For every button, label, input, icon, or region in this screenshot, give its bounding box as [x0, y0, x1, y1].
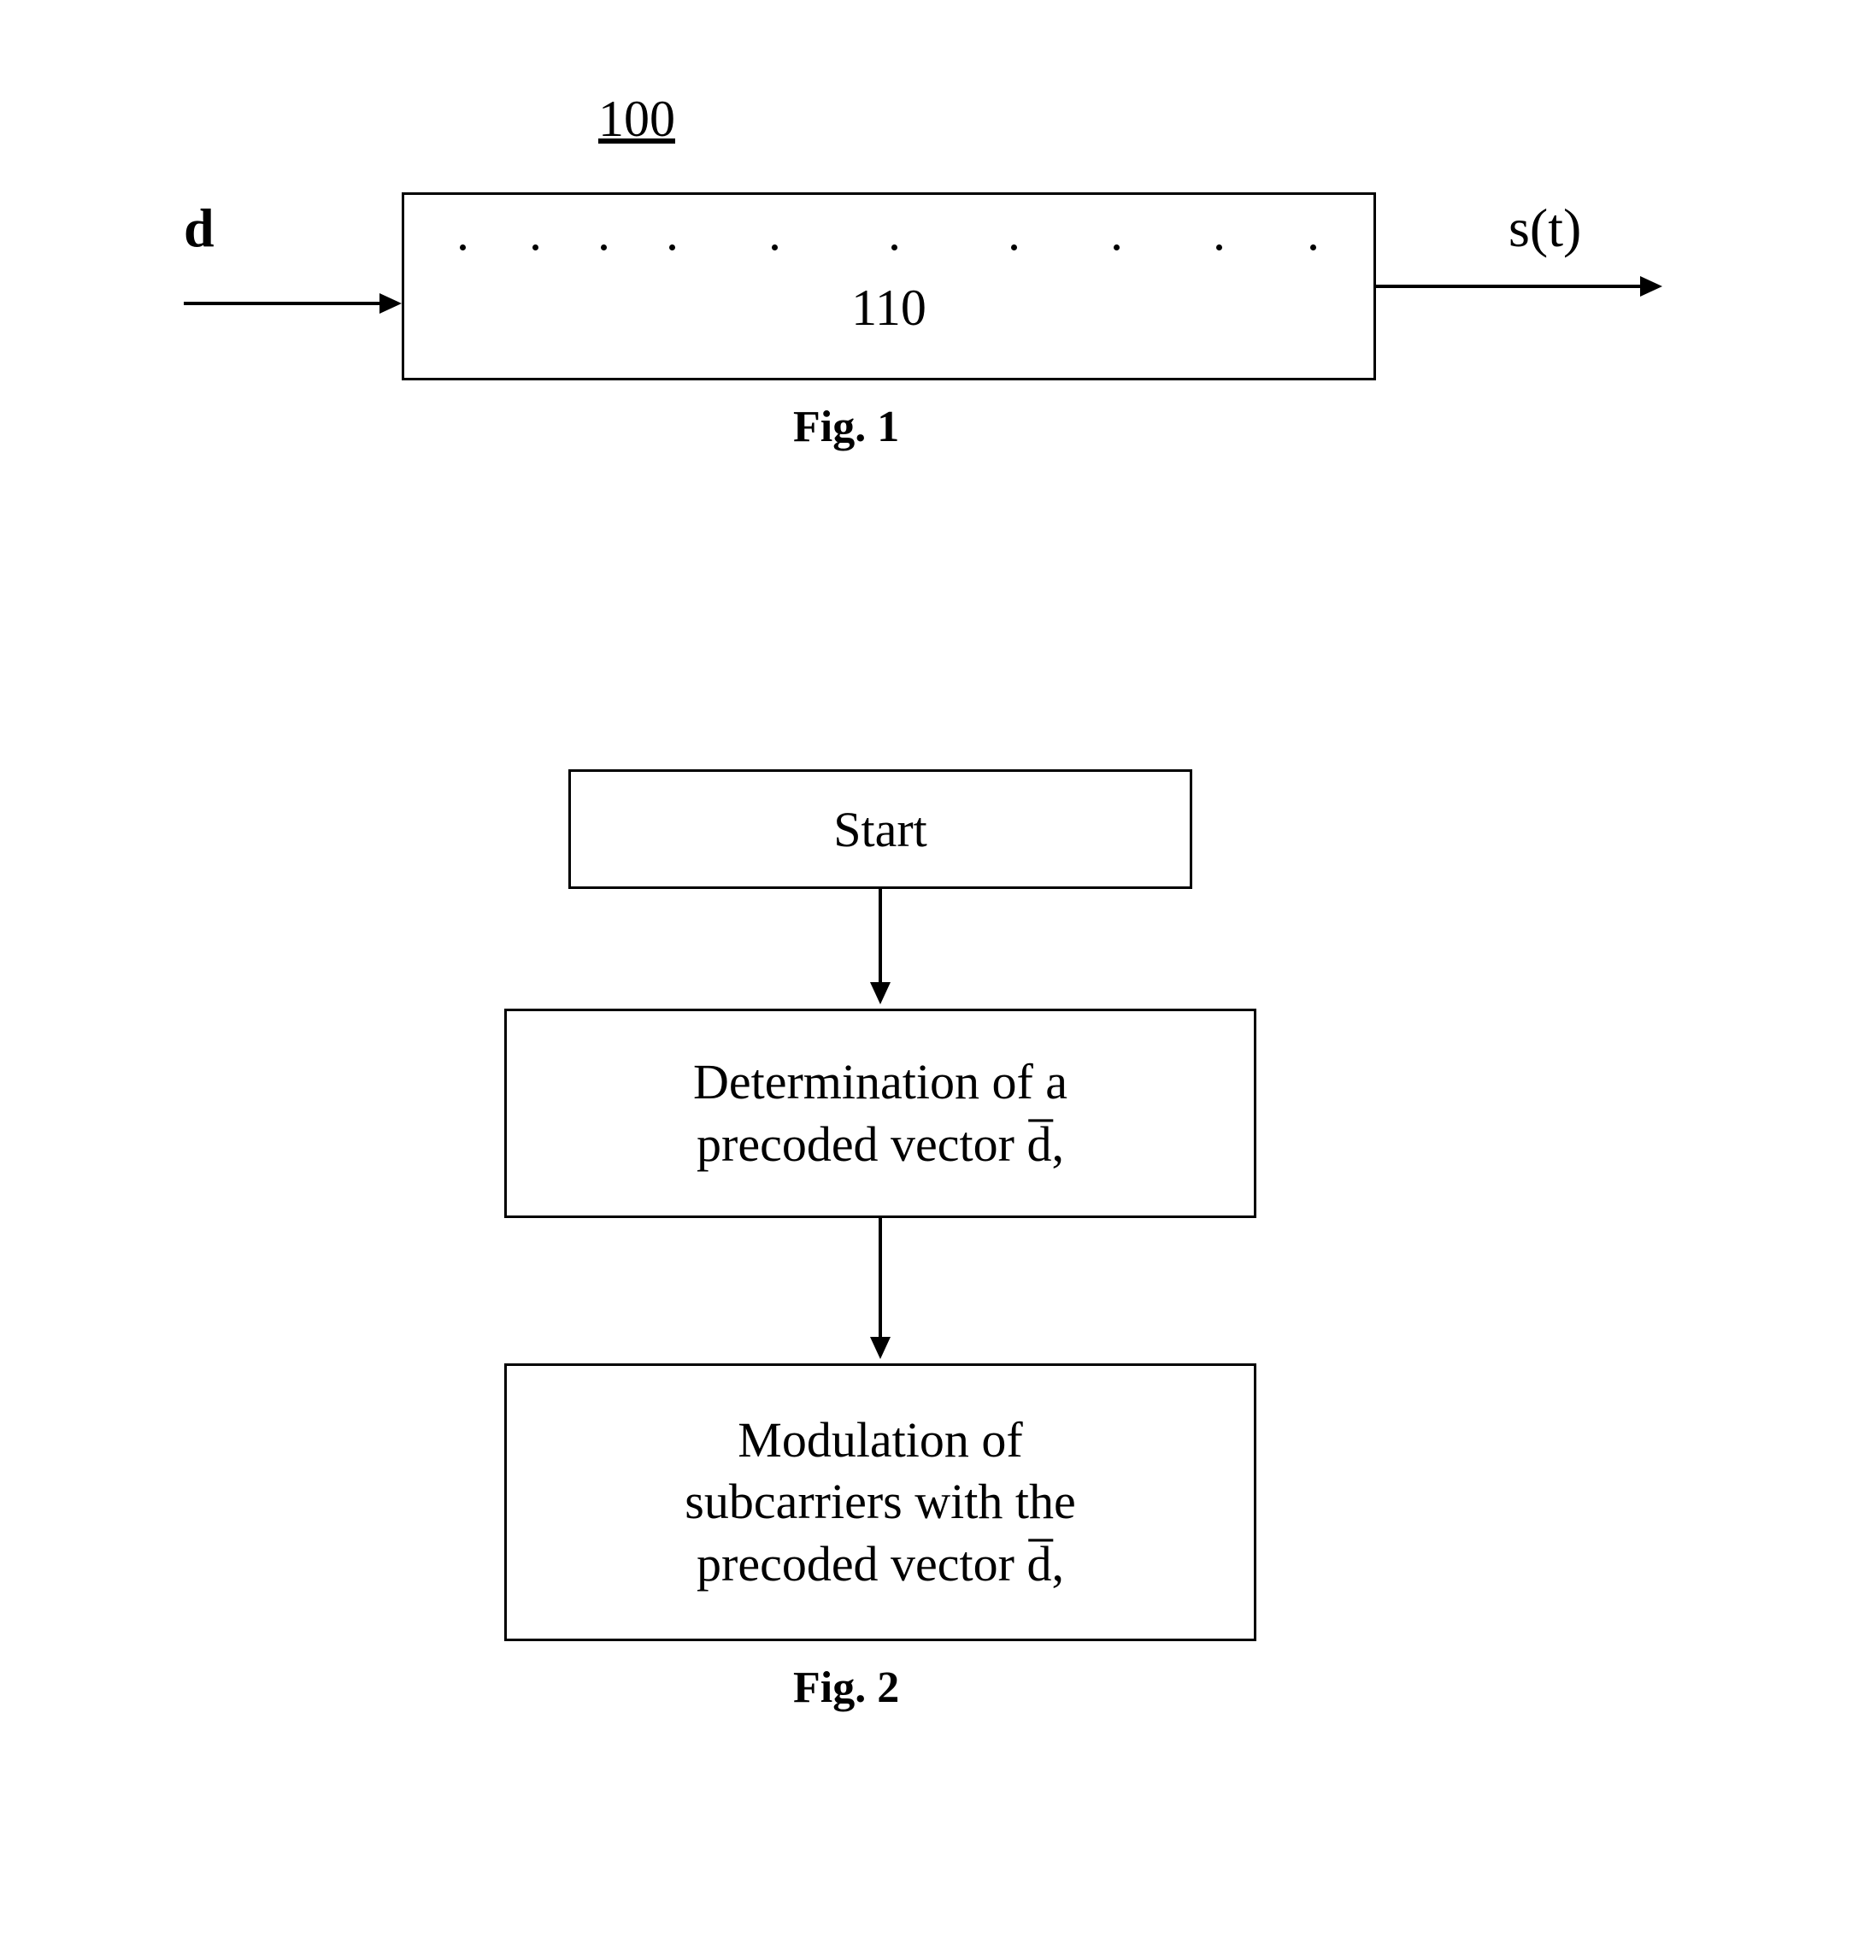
fig2-step1-box: Determination of a precoded vector d̅,	[504, 1009, 1256, 1218]
fig1-caption: Fig. 1	[793, 402, 899, 452]
fig1-block-dot	[669, 244, 675, 250]
fig1-block-dot	[532, 244, 538, 250]
fig1-block-dot	[1114, 244, 1120, 250]
fig1-block-dot	[601, 244, 607, 250]
fig2-start-text: Start	[833, 801, 927, 858]
fig2-step2-line3b: d̅,	[1026, 1536, 1064, 1592]
fig1-block: 110	[402, 192, 1376, 380]
fig1-block-dot	[891, 244, 897, 250]
fig1-ref-number: 100	[598, 90, 675, 149]
fig2-step2-line2: subcarriers with the	[685, 1471, 1075, 1533]
fig2-start-box: Start	[568, 769, 1192, 889]
fig1-block-dots-row	[404, 236, 1373, 279]
fig1-block-number: 110	[851, 279, 926, 338]
fig1-block-dot	[1310, 244, 1316, 250]
fig2-step2-line1: Modulation of	[685, 1410, 1075, 1472]
diagram-canvas: 100 d s(t) 110 Fig. 1 Start Determinatio…	[0, 0, 1876, 1960]
fig2-caption: Fig. 2	[793, 1663, 899, 1713]
fig1-block-dot	[772, 244, 778, 250]
fig1-output-label: s(t)	[1508, 197, 1581, 260]
fig1-block-dot	[1216, 244, 1222, 250]
fig1-block-dot	[460, 244, 466, 250]
fig2-step2-box: Modulation of subcarriers with the preco…	[504, 1363, 1256, 1641]
fig1-block-dot	[1011, 244, 1017, 250]
fig2-step1-line1: Determination of a	[693, 1051, 1067, 1114]
fig1-input-label: d	[184, 197, 215, 260]
fig2-step1-line2a: precoded vector	[697, 1116, 1026, 1172]
fig2-step2-line3a: precoded vector	[697, 1536, 1026, 1592]
fig2-step1-line2b: d̅,	[1026, 1116, 1064, 1172]
